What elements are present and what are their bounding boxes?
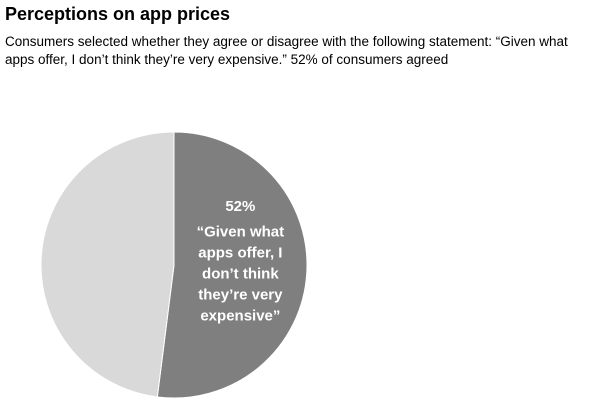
pie-slice-label-line: don’t think <box>202 265 279 282</box>
pie-slice-label-line: expensive” <box>200 307 280 324</box>
chart-subtitle: Consumers selected whether they agree or… <box>5 34 568 67</box>
chart-title: Perceptions on app prices <box>5 4 231 24</box>
pie-slice-1 <box>40 131 175 398</box>
pie-slice-label-line: apps offer, I <box>198 244 282 261</box>
pie-slice-value-label: 52% <box>225 198 255 215</box>
pie-slice-0 <box>156 131 308 399</box>
pie-slice-label-line: they’re very <box>198 286 283 303</box>
pie-slice-label-line: “Given what <box>197 223 285 240</box>
